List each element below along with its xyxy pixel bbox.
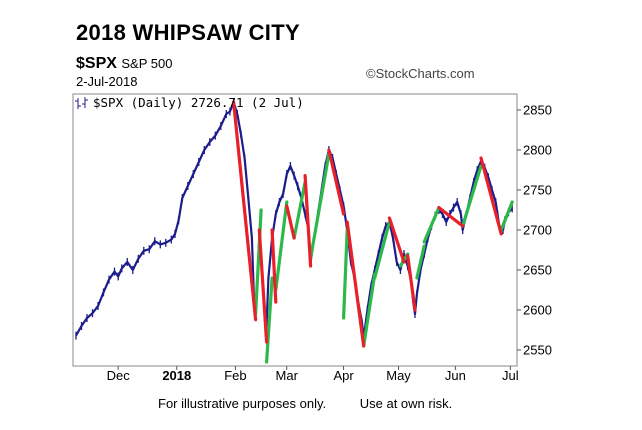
up-swing-line — [309, 152, 331, 260]
x-tick-label: 2018 — [162, 368, 191, 383]
x-tick-label: Apr — [333, 368, 354, 383]
up-swing-line — [254, 208, 263, 316]
up-swing-line — [499, 200, 514, 232]
down-swing-line — [406, 254, 417, 312]
footer: For illustrative purposes only. Use at o… — [158, 396, 452, 411]
y-tick-label: 2850 — [523, 103, 552, 118]
x-axis: Dec 2018 Feb Mar Apr May Jun Jul — [107, 366, 519, 383]
y-tick-label: 2800 — [523, 143, 552, 158]
down-swing-line — [303, 174, 313, 268]
y-tick-label: 2750 — [523, 183, 552, 198]
up-swing-line — [274, 200, 289, 292]
x-tick-label: Jul — [502, 368, 519, 383]
footer-note-risk: Use at own risk. — [359, 396, 453, 411]
swing-segments — [232, 100, 514, 364]
up-swing-line — [415, 244, 426, 280]
y-tick-label: 2650 — [523, 263, 552, 278]
x-tick-label: May — [386, 368, 411, 383]
down-swing-line — [327, 148, 346, 216]
x-tick-label: Dec — [107, 368, 131, 383]
down-swing-line — [257, 228, 269, 344]
down-swing-line — [387, 216, 406, 264]
up-swing-line — [422, 206, 441, 244]
down-swing-line — [270, 228, 278, 304]
x-tick-label: Feb — [224, 368, 246, 383]
down-swing-line — [437, 206, 465, 228]
x-tick-label: Jun — [445, 368, 466, 383]
up-swing-line — [292, 180, 307, 240]
y-axis: 2550 2600 2650 2700 2750 2800 2850 — [517, 103, 552, 358]
up-swing-line — [373, 220, 391, 280]
symbol-name: S&P 500 — [121, 56, 173, 71]
chart-date: 2-Jul-2018 — [76, 74, 138, 89]
legend-label: $SPX (Daily) 2726.71 (2 Jul) — [93, 95, 304, 110]
up-swing-line — [461, 164, 483, 228]
y-tick-label: 2700 — [523, 223, 552, 238]
symbol: $SPX — [76, 55, 117, 72]
down-swing-line — [232, 100, 258, 322]
candlestick-icon — [75, 97, 88, 109]
down-swing-line — [345, 220, 366, 348]
legend: $SPX (Daily) 2726.71 (2 Jul) — [75, 95, 304, 110]
credit: ©StockCharts.com — [366, 66, 475, 81]
up-swing-line — [342, 228, 349, 320]
x-tick-label: Mar — [276, 368, 299, 383]
y-tick-label: 2600 — [523, 303, 552, 318]
down-swing-line — [479, 156, 503, 236]
up-swing-line — [265, 276, 274, 364]
symbol-line: $SPX S&P 500 — [76, 55, 172, 73]
up-swing-line — [362, 272, 377, 348]
y-tick-label: 2550 — [523, 343, 552, 358]
chart-title: 2018 WHIPSAW CITY — [76, 20, 300, 45]
footer-note-illustrative: For illustrative purposes only. — [158, 396, 327, 411]
down-swing-line — [285, 204, 296, 240]
